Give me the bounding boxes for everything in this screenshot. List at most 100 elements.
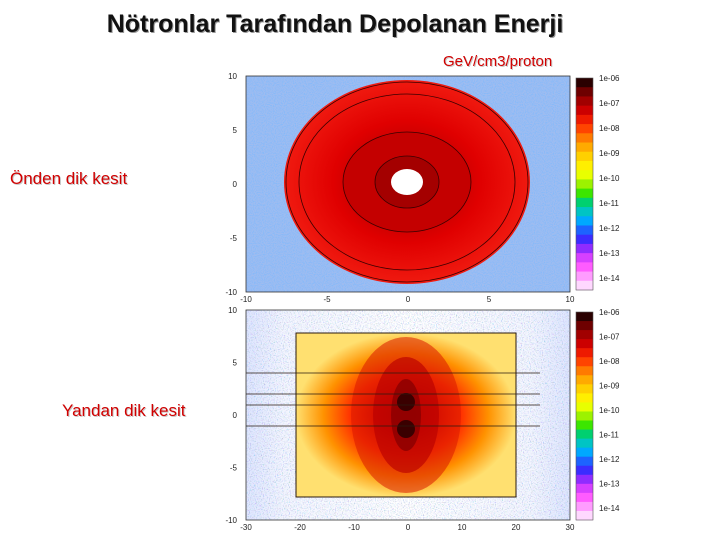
front-colorbar-swatch-1 xyxy=(576,87,593,97)
side-colorbar-swatch-0 xyxy=(576,312,593,322)
side-x-tick-labels: -30 -20 -10 0 10 20 30 xyxy=(240,523,575,532)
front-colorbar-tick-2: 1e-08 xyxy=(599,124,620,133)
front-colorbar-swatch-5 xyxy=(576,124,593,134)
side-panel xyxy=(245,309,571,521)
side-colorbar-tick-7: 1e-13 xyxy=(599,480,620,489)
front-colorbar-swatch-22 xyxy=(576,280,593,291)
front-colorbar-frame xyxy=(575,77,594,291)
side-y-tick-4: -10 xyxy=(225,516,237,525)
side-colorbar-swatch-10 xyxy=(576,402,593,412)
side-target-outline xyxy=(295,332,517,498)
front-colorbar-swatch-8 xyxy=(576,151,593,162)
unit-label: GeV/cm3/proton xyxy=(443,53,553,70)
front-colorbar-tick-0: 1e-06 xyxy=(599,74,620,83)
front-colorbar-swatch-7 xyxy=(576,142,593,153)
front-y-tick-3: -5 xyxy=(230,234,238,243)
side-hotspot-upper xyxy=(397,393,415,411)
front-colorbar-swatch-18 xyxy=(576,243,593,254)
side-colorbar-swatch-4 xyxy=(576,348,593,358)
side-colorbar-swatch-5 xyxy=(576,357,593,367)
front-contour-outer xyxy=(285,81,529,283)
front-y-tick-4: -10 xyxy=(225,288,237,297)
side-colorbar-swatch-15 xyxy=(576,447,593,458)
front-colorbar-tick-3: 1e-09 xyxy=(599,149,620,158)
side-colorbar-swatch-11 xyxy=(576,411,593,422)
front-colorbar-swatch-9 xyxy=(576,160,593,171)
front-frame xyxy=(245,75,571,293)
side-y-tick-1: 5 xyxy=(233,359,238,368)
front-colorbar-tick-1: 1e-07 xyxy=(599,99,620,108)
front-colorbar-swatch-4 xyxy=(576,114,593,125)
side-colorbar-swatch-14 xyxy=(576,438,593,449)
side-colorbar-tick-2: 1e-08 xyxy=(599,357,620,366)
side-colorbar-swatch-2 xyxy=(576,330,593,340)
side-colorbar-swatch-8 xyxy=(576,384,593,394)
side-x-tick-6: 30 xyxy=(566,523,575,532)
front-colorbar-swatch-11 xyxy=(576,179,593,190)
front-x-tick-labels: -10 -5 0 5 10 xyxy=(240,295,575,304)
side-core-inner xyxy=(391,379,421,451)
side-colorbar-frame xyxy=(575,311,594,521)
side-colorbar-swatch-9 xyxy=(576,393,593,403)
side-colorbar-tick-0: 1e-06 xyxy=(599,308,620,317)
front-colorbar-swatch-16 xyxy=(576,225,593,236)
side-y-tick-labels: 10 5 0 -5 -10 xyxy=(225,306,237,525)
side-colorbar-swatch-22 xyxy=(576,510,593,521)
front-colorbar-swatch-12 xyxy=(576,188,593,199)
side-colorbar-swatch-12 xyxy=(576,420,593,431)
front-colorbar-swatch-19 xyxy=(576,253,593,263)
front-y-tick-2: 0 xyxy=(233,180,238,189)
front-colorbar-tick-4: 1e-10 xyxy=(599,174,620,183)
side-frame xyxy=(245,309,571,521)
side-x-tick-4: 10 xyxy=(458,523,467,532)
side-x-tick-5: 20 xyxy=(512,523,521,532)
side-colorbar-tick-5: 1e-11 xyxy=(599,431,619,440)
front-colorbar-swatch-20 xyxy=(576,262,593,273)
side-colorbar-tick-6: 1e-12 xyxy=(599,455,620,464)
side-colorbar-swatch-3 xyxy=(576,339,593,349)
side-colorbar-tick-8: 1e-14 xyxy=(599,504,620,513)
front-colorbar-swatch-15 xyxy=(576,216,593,226)
side-y-tick-0: 10 xyxy=(228,306,237,315)
side-colorbar-swatch-19 xyxy=(576,483,593,494)
side-colorbar: 1e-06 1e-07 1e-08 1e-09 1e-10 1e-11 1e-12 1e-13… xyxy=(575,308,620,521)
front-colorbar-swatch-17 xyxy=(576,234,593,245)
side-colorbar-swatch-20 xyxy=(576,492,593,503)
front-y-tick-1: 5 xyxy=(233,126,238,135)
side-colorbar-swatch-6 xyxy=(576,366,593,376)
front-colorbar-swatch-10 xyxy=(576,170,593,180)
front-colorbar-swatch-21 xyxy=(576,271,593,282)
front-x-tick-4: 10 xyxy=(566,295,575,304)
front-colorbar-swatch-6 xyxy=(576,133,593,144)
side-hotspot-lower xyxy=(397,420,415,438)
side-colorbar-swatch-16 xyxy=(576,456,593,467)
side-colorbar-tick-3: 1e-09 xyxy=(599,382,620,391)
side-colorbar-swatch-17 xyxy=(576,465,593,476)
front-colorbar-tick-5: 1e-11 xyxy=(599,199,619,208)
side-section-label: Yandan dik kesit xyxy=(62,401,186,420)
side-colorbar-tick-1: 1e-07 xyxy=(599,333,620,342)
front-y-tick-labels: 10 5 0 -5 -10 xyxy=(225,72,237,297)
side-x-tick-2: -10 xyxy=(348,523,360,532)
front-x-tick-2: 0 xyxy=(406,295,411,304)
side-x-tick-3: 0 xyxy=(406,523,411,532)
page-title: Nötronlar Tarafından Depolanan Enerji xyxy=(106,10,564,38)
front-x-tick-0: -10 xyxy=(240,295,252,304)
side-y-tick-3: -5 xyxy=(230,464,238,473)
side-colorbar-swatch-21 xyxy=(576,501,593,512)
side-colorbar-tick-4: 1e-10 xyxy=(599,406,620,415)
front-colorbar-swatch-0 xyxy=(576,78,593,88)
front-x-tick-1: -5 xyxy=(323,295,331,304)
front-x-tick-3: 5 xyxy=(487,295,492,304)
side-colorbar-swatch-7 xyxy=(576,375,593,385)
side-colorbar-swatch-13 xyxy=(576,429,593,440)
front-colorbar-swatch-3 xyxy=(576,105,593,116)
front-colorbar-swatch-13 xyxy=(576,197,593,208)
front-colorbar-swatch-14 xyxy=(576,207,593,217)
front-colorbar-swatch-2 xyxy=(576,96,593,107)
front-colorbar-tick-7: 1e-13 xyxy=(599,249,620,258)
side-y-tick-2: 0 xyxy=(233,411,238,420)
front-colorbar-tick-6: 1e-12 xyxy=(599,224,620,233)
front-colorbar: 1e-06 1e-07 1e-08 1e-09 1e-10 1e-11 1e-12 1e-13… xyxy=(575,74,620,291)
